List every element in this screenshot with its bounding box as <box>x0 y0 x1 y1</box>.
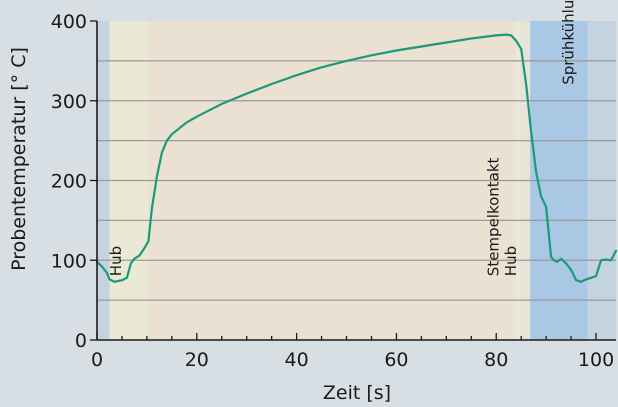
x-tick-label: 0 <box>91 349 103 371</box>
y-tick-label: 200 <box>51 171 87 193</box>
y-axis-title: Probentemperatur [° C] <box>8 47 30 271</box>
x-ticks: 0 20 40 60 80 100 <box>91 333 614 371</box>
y-tick-label: 100 <box>51 250 87 272</box>
series-layer <box>95 33 618 283</box>
x-tick-label: 100 <box>578 349 614 371</box>
x-tick-label: 40 <box>285 349 309 371</box>
y-ticks: 0 100 200 300 400 <box>51 11 97 352</box>
phase-annotation: Sprühkühlung <box>560 0 578 85</box>
phase-annotation: Stempelkontakt <box>485 157 503 276</box>
x-tick-label: 60 <box>384 349 408 371</box>
y-tick-label: 0 <box>75 330 87 352</box>
y-tick-label: 400 <box>51 11 87 33</box>
x-tick-label: 80 <box>484 349 508 371</box>
grid-lines <box>97 60 616 301</box>
y-tick-label: 300 <box>51 91 87 113</box>
phase-annotation: Hub <box>107 246 125 276</box>
temperature-series-line <box>95 33 618 283</box>
x-tick-label: 20 <box>185 349 209 371</box>
phase-annotation: Hub <box>502 246 520 276</box>
x-axis-title: Zeit [s] <box>323 382 391 404</box>
